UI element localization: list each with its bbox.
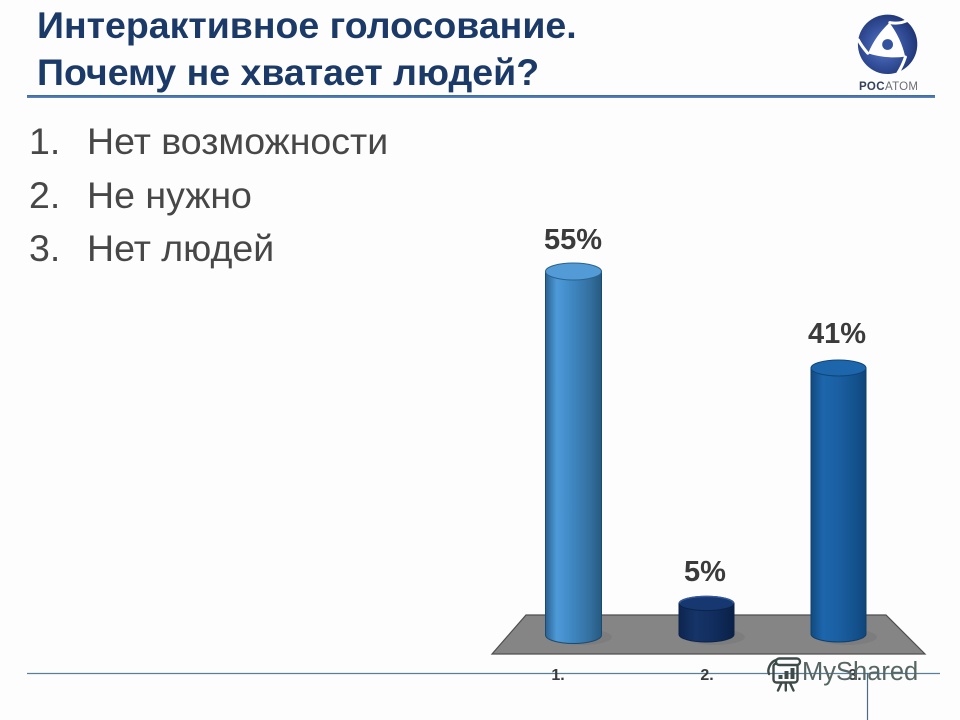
- svg-text:РОСАТОМ: РОСАТОМ: [859, 81, 918, 93]
